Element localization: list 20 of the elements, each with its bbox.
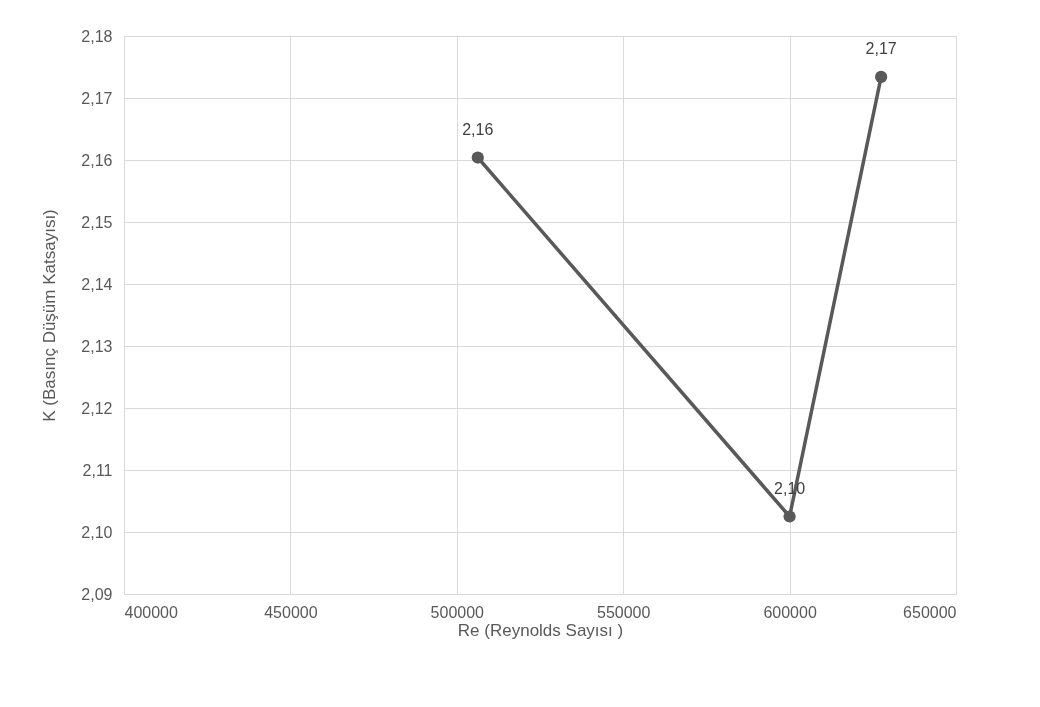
y-tick-label: 2,15 [81,213,113,231]
data-label: 2,16 [462,120,494,138]
y-tick-label: 2,10 [81,523,113,541]
x-tick-label: 600000 [763,603,817,621]
y-tick-label: 2,17 [81,89,113,107]
x-tick-label: 400000 [124,603,178,621]
y-tick-label: 2,09 [81,585,113,603]
y-tick-label: 2,12 [81,399,113,417]
y-tick-label: 2,14 [81,275,113,293]
x-tick-label: 500000 [430,603,485,621]
y-tick-label: 2,16 [81,151,113,169]
x-tick-label: 450000 [264,603,318,621]
x-tick-label: 650000 [903,603,957,621]
y-axis-title: K (Basınç Düşüm Katsayısı) [40,209,60,422]
y-tick-label: 2,11 [82,461,113,479]
y-tick-label: 2,13 [81,337,113,355]
x-axis-title: Re (Reynolds Sayısı ) [457,620,624,640]
data-label: 2,17 [865,39,897,57]
x-tick-label: 550000 [597,603,651,621]
y-tick-label: 2,18 [81,27,113,45]
